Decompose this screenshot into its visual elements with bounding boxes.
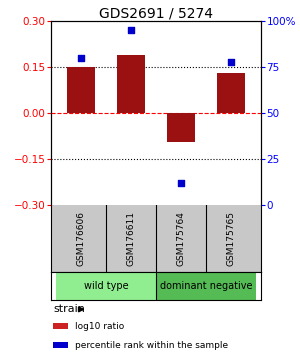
Text: wild type: wild type: [84, 281, 128, 291]
Bar: [156, 272, 256, 300]
Point: [129, 28, 134, 33]
Text: GSM176611: GSM176611: [127, 211, 136, 266]
Text: GSM176606: GSM176606: [76, 211, 85, 266]
Bar: [67, 67, 95, 113]
Point: [229, 59, 233, 64]
Text: percentile rank within the sample: percentile rank within the sample: [75, 341, 228, 350]
Bar: [53, 323, 68, 330]
Bar: [56, 272, 156, 300]
Text: GSM175765: GSM175765: [226, 211, 236, 266]
Bar: [217, 73, 245, 113]
Text: strain: strain: [53, 304, 85, 314]
Text: GSM175764: GSM175764: [176, 211, 185, 266]
Bar: [53, 342, 68, 348]
Bar: [117, 55, 145, 113]
Text: log10 ratio: log10 ratio: [75, 322, 124, 331]
Text: dominant negative: dominant negative: [160, 281, 252, 291]
Bar: [167, 113, 195, 142]
Point: [79, 55, 83, 61]
Point: [178, 180, 183, 186]
Title: GDS2691 / 5274: GDS2691 / 5274: [99, 6, 213, 20]
